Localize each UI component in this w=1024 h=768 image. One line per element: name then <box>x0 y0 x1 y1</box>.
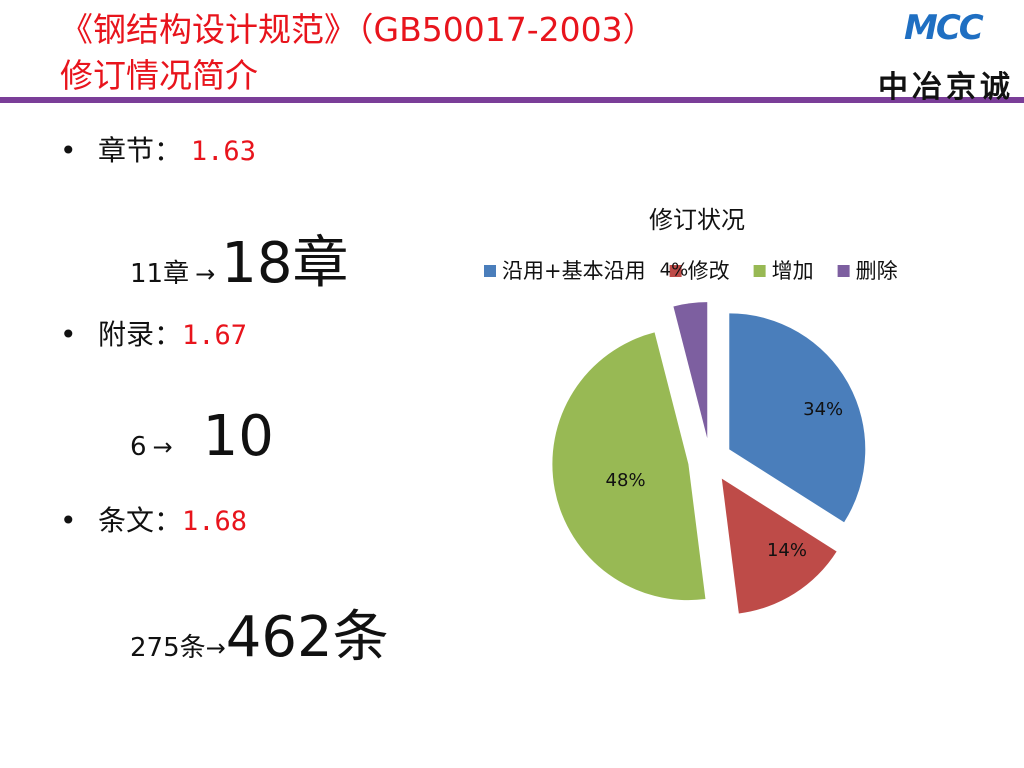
legend-swatch-3 <box>837 265 850 277</box>
bullet-label: 条文： <box>98 504 183 537</box>
legend-swatch-1 <box>669 265 682 277</box>
company-logo: MCC 中冶京诚 <box>860 6 1020 105</box>
change-clauses: 275条 → 462条 <box>130 592 389 673</box>
change-to: 10 <box>202 404 274 469</box>
bullet-value: 1.68 <box>182 506 248 537</box>
slide-title-line-1: 《钢结构设计规范》（GB50017-2003） <box>60 10 656 49</box>
legend-label-3: 删除 <box>856 259 898 283</box>
bullet-dot: • <box>60 504 77 537</box>
change-from: 275条 <box>130 633 206 663</box>
pie-slice-0 <box>729 313 866 523</box>
arrow-icon: → <box>152 433 173 461</box>
change-appendix: 6 → 10 <box>130 404 274 469</box>
bullet-label: 附录： <box>98 318 183 351</box>
bullet-value: 1.67 <box>182 320 248 351</box>
legend-label-1: 修改 <box>688 259 730 283</box>
pie-chart: 修订状况 沿用+基本沿用 修改 增加 删除 34% 14% 48% 4% <box>484 206 898 614</box>
bullet-dot: • <box>60 318 77 351</box>
arrow-icon: → <box>195 260 216 288</box>
chart-title: 修订状况 <box>649 206 745 234</box>
logo-text: 中冶京诚 <box>878 70 1014 105</box>
bullet-dot: • <box>60 134 77 167</box>
change-to: 18章 <box>221 231 349 296</box>
slice-label-1: 14% <box>767 540 807 561</box>
chart-legend: 沿用+基本沿用 修改 增加 删除 <box>484 259 898 283</box>
slide-title-line-2: 修订情况简介 <box>60 56 258 95</box>
bullet-value: 1.63 <box>190 136 256 167</box>
legend-swatch-2 <box>753 265 766 277</box>
legend-swatch-0 <box>484 265 496 277</box>
bullet-chapters: • 章节： 1.63 <box>60 134 256 169</box>
slice-label-3: 4% <box>660 260 689 281</box>
pie-slice-labels: 34% 14% 48% 4% <box>606 260 844 561</box>
legend-label-0: 沿用+基本沿用 <box>502 259 646 283</box>
bullet-label: 章节： <box>98 134 183 167</box>
change-from: 11章 <box>130 259 190 289</box>
title-divider <box>0 97 1024 103</box>
bullet-appendix: • 附录：1.67 <box>60 318 247 353</box>
bullet-clauses: • 条文：1.68 <box>60 504 247 539</box>
legend-label-2: 增加 <box>772 259 814 283</box>
slice-label-2: 48% <box>606 470 646 491</box>
pie-slice-2 <box>552 332 706 601</box>
pie-slices <box>552 302 866 614</box>
change-chapters: 11章 → 18章 <box>130 218 348 299</box>
pie-slice-1 <box>721 478 837 614</box>
pie-slice-3 <box>673 302 708 439</box>
change-from: 6 <box>130 432 147 462</box>
change-to: 462条 <box>225 605 389 670</box>
logo-mark: MCC <box>904 8 984 48</box>
slice-label-0: 34% <box>803 399 843 420</box>
arrow-icon: → <box>205 634 226 662</box>
